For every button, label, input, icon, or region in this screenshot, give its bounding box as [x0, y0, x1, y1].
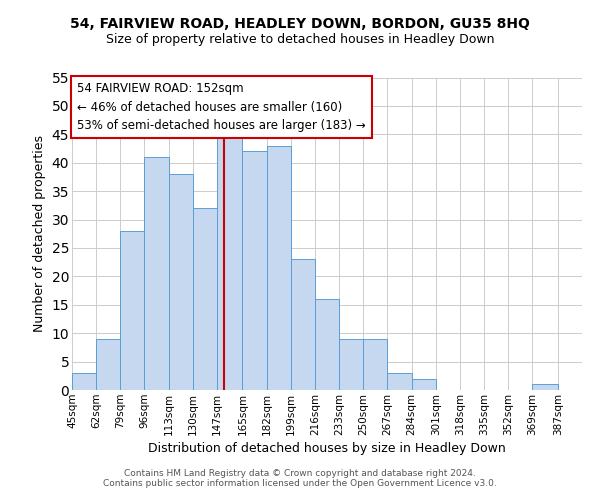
Bar: [266, 146, 291, 390]
Bar: [242, 152, 266, 390]
Bar: [532, 384, 558, 390]
Bar: [339, 339, 363, 390]
Y-axis label: Number of detached properties: Number of detached properties: [33, 135, 46, 332]
Bar: [72, 373, 96, 390]
Bar: [96, 339, 121, 390]
Bar: [145, 157, 169, 390]
X-axis label: Distribution of detached houses by size in Headley Down: Distribution of detached houses by size …: [148, 442, 506, 455]
Bar: [412, 378, 436, 390]
Bar: [315, 299, 339, 390]
Text: 54, FAIRVIEW ROAD, HEADLEY DOWN, BORDON, GU35 8HQ: 54, FAIRVIEW ROAD, HEADLEY DOWN, BORDON,…: [70, 18, 530, 32]
Bar: [193, 208, 217, 390]
Bar: [121, 231, 145, 390]
Text: Contains HM Land Registry data © Crown copyright and database right 2024.: Contains HM Land Registry data © Crown c…: [124, 469, 476, 478]
Bar: [388, 373, 412, 390]
Bar: [169, 174, 193, 390]
Text: 54 FAIRVIEW ROAD: 152sqm
← 46% of detached houses are smaller (160)
53% of semi-: 54 FAIRVIEW ROAD: 152sqm ← 46% of detach…: [77, 82, 366, 132]
Text: Contains public sector information licensed under the Open Government Licence v3: Contains public sector information licen…: [103, 479, 497, 488]
Bar: [291, 260, 315, 390]
Text: Size of property relative to detached houses in Headley Down: Size of property relative to detached ho…: [106, 34, 494, 46]
Bar: [363, 339, 388, 390]
Bar: [217, 128, 242, 390]
